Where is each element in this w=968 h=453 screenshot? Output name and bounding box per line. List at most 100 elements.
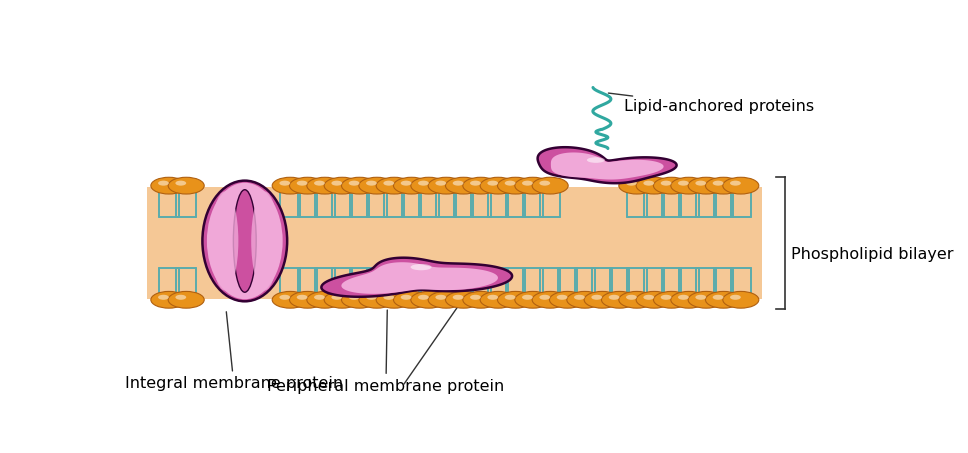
Circle shape — [671, 177, 707, 194]
Circle shape — [706, 177, 741, 194]
Circle shape — [661, 181, 672, 186]
Circle shape — [168, 291, 204, 308]
Circle shape — [445, 291, 481, 308]
Circle shape — [280, 295, 290, 300]
Circle shape — [307, 291, 343, 308]
Ellipse shape — [587, 157, 605, 163]
Circle shape — [532, 291, 568, 308]
Circle shape — [487, 181, 499, 186]
Circle shape — [453, 181, 464, 186]
Circle shape — [487, 295, 499, 300]
Ellipse shape — [233, 190, 257, 292]
Circle shape — [678, 295, 689, 300]
Circle shape — [307, 177, 343, 194]
Circle shape — [401, 181, 411, 186]
Circle shape — [377, 177, 412, 194]
Circle shape — [401, 295, 411, 300]
Circle shape — [428, 291, 465, 308]
Circle shape — [626, 295, 637, 300]
Polygon shape — [551, 153, 664, 179]
Circle shape — [453, 295, 464, 300]
Circle shape — [480, 177, 516, 194]
Circle shape — [591, 295, 602, 300]
Circle shape — [730, 181, 741, 186]
Circle shape — [359, 177, 395, 194]
Ellipse shape — [211, 192, 238, 290]
Circle shape — [463, 291, 499, 308]
Text: Phospholipid bilayer: Phospholipid bilayer — [791, 247, 953, 262]
Circle shape — [410, 291, 447, 308]
Circle shape — [418, 181, 429, 186]
Circle shape — [712, 295, 723, 300]
Circle shape — [730, 295, 741, 300]
Circle shape — [436, 295, 446, 300]
Polygon shape — [321, 258, 512, 297]
Polygon shape — [342, 262, 498, 294]
Circle shape — [314, 181, 325, 186]
Text: Lipid-anchored proteins: Lipid-anchored proteins — [608, 93, 814, 114]
Circle shape — [289, 177, 325, 194]
Circle shape — [557, 295, 567, 300]
Circle shape — [470, 181, 481, 186]
Circle shape — [436, 181, 446, 186]
Circle shape — [410, 177, 447, 194]
Circle shape — [515, 177, 551, 194]
Circle shape — [480, 291, 516, 308]
Circle shape — [418, 295, 429, 300]
Circle shape — [723, 177, 759, 194]
Circle shape — [653, 177, 689, 194]
Circle shape — [383, 295, 394, 300]
Circle shape — [463, 177, 499, 194]
Circle shape — [331, 295, 342, 300]
Circle shape — [619, 291, 654, 308]
Circle shape — [498, 291, 533, 308]
Circle shape — [723, 291, 759, 308]
Circle shape — [342, 177, 378, 194]
Circle shape — [383, 181, 394, 186]
Circle shape — [331, 181, 342, 186]
Circle shape — [324, 177, 360, 194]
Circle shape — [428, 177, 465, 194]
Circle shape — [297, 181, 308, 186]
Circle shape — [151, 291, 187, 308]
Circle shape — [539, 181, 550, 186]
Circle shape — [394, 177, 430, 194]
Circle shape — [522, 295, 532, 300]
Circle shape — [175, 181, 186, 186]
Ellipse shape — [252, 192, 278, 290]
Circle shape — [626, 181, 637, 186]
Circle shape — [688, 291, 724, 308]
Circle shape — [394, 291, 430, 308]
Circle shape — [695, 181, 706, 186]
Circle shape — [158, 181, 168, 186]
Circle shape — [324, 291, 360, 308]
Circle shape — [504, 181, 516, 186]
Circle shape — [377, 291, 412, 308]
Circle shape — [522, 181, 532, 186]
Circle shape — [342, 291, 378, 308]
Circle shape — [532, 177, 568, 194]
Circle shape — [636, 291, 672, 308]
Circle shape — [695, 295, 706, 300]
Circle shape — [678, 181, 689, 186]
Circle shape — [498, 177, 533, 194]
Circle shape — [366, 181, 377, 186]
Circle shape — [539, 295, 550, 300]
Polygon shape — [537, 147, 677, 183]
Circle shape — [272, 291, 308, 308]
Circle shape — [619, 177, 654, 194]
Text: Peripheral membrane protein: Peripheral membrane protein — [267, 310, 504, 394]
Circle shape — [297, 295, 308, 300]
Circle shape — [515, 291, 551, 308]
Circle shape — [359, 291, 395, 308]
Circle shape — [175, 295, 186, 300]
Circle shape — [706, 291, 741, 308]
Text: Integral membrane protein: Integral membrane protein — [125, 312, 343, 391]
Circle shape — [158, 295, 168, 300]
Circle shape — [688, 177, 724, 194]
Circle shape — [574, 295, 585, 300]
Circle shape — [289, 291, 325, 308]
Circle shape — [671, 291, 707, 308]
Circle shape — [584, 291, 620, 308]
Ellipse shape — [202, 181, 287, 301]
